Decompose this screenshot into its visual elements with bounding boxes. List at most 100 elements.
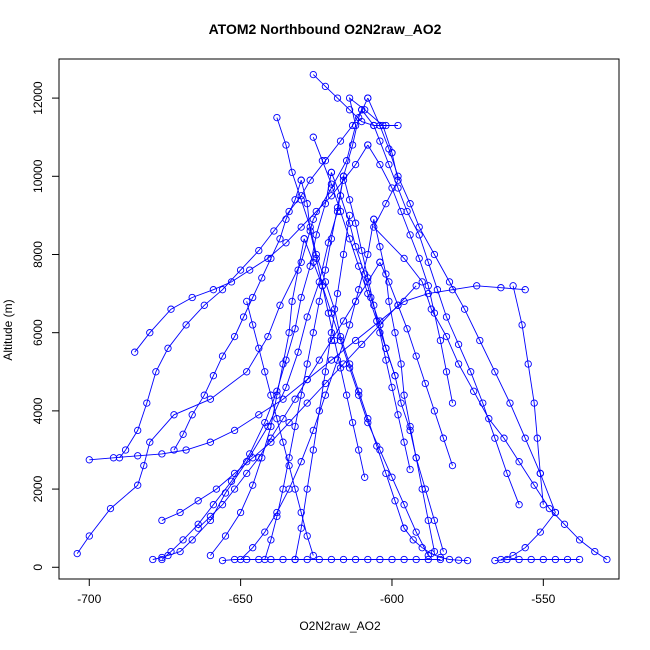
data-point bbox=[336, 332, 345, 341]
series-line bbox=[173, 180, 302, 451]
x-tick-label: -600 bbox=[380, 592, 404, 606]
data-point bbox=[285, 329, 293, 337]
data-point bbox=[376, 243, 384, 251]
data-point bbox=[436, 555, 445, 564]
data-point bbox=[321, 266, 330, 274]
data-point bbox=[397, 360, 405, 368]
data-point bbox=[176, 547, 184, 556]
data-point bbox=[424, 282, 432, 290]
data-point bbox=[345, 235, 354, 243]
data-point bbox=[397, 207, 405, 216]
data-point bbox=[339, 360, 348, 368]
data-point bbox=[294, 266, 302, 274]
data-point bbox=[315, 407, 323, 415]
data-point bbox=[321, 368, 330, 376]
data-point bbox=[297, 258, 305, 266]
data-point bbox=[306, 223, 314, 231]
data-point bbox=[575, 536, 584, 544]
profile-series bbox=[206, 235, 308, 560]
data-point bbox=[536, 469, 544, 478]
data-point bbox=[412, 555, 420, 564]
data-point bbox=[106, 504, 115, 513]
data-point bbox=[460, 305, 469, 313]
data-point bbox=[364, 141, 372, 149]
data-point bbox=[321, 82, 330, 91]
data-point bbox=[409, 536, 417, 544]
data-point bbox=[318, 157, 327, 165]
data-point bbox=[267, 391, 275, 399]
data-point bbox=[397, 399, 405, 407]
series-line bbox=[312, 137, 396, 376]
data-point bbox=[394, 172, 402, 180]
profile-series bbox=[218, 555, 445, 565]
data-point bbox=[400, 391, 408, 399]
data-point bbox=[327, 555, 336, 564]
data-point bbox=[358, 340, 366, 349]
data-point bbox=[194, 497, 202, 505]
profile-series bbox=[309, 70, 402, 130]
data-point bbox=[382, 200, 390, 208]
data-point bbox=[373, 317, 381, 325]
data-point bbox=[433, 286, 442, 294]
series-line bbox=[246, 301, 314, 556]
data-point bbox=[355, 262, 363, 270]
data-point bbox=[442, 368, 451, 376]
series-line bbox=[403, 527, 468, 562]
data-point bbox=[436, 336, 445, 345]
y-tick-label: 0 bbox=[31, 564, 45, 571]
chart-title: ATOM2 Northbound O2N2raw_AO2 bbox=[209, 21, 442, 37]
profile-series bbox=[376, 258, 457, 470]
data-point bbox=[358, 106, 366, 114]
data-point bbox=[297, 196, 305, 204]
data-point bbox=[388, 383, 396, 392]
data-point bbox=[412, 454, 420, 462]
data-point bbox=[327, 336, 336, 345]
data-point bbox=[348, 141, 357, 149]
series-line bbox=[276, 117, 405, 529]
data-point bbox=[121, 446, 130, 454]
data-point bbox=[333, 94, 342, 102]
data-point bbox=[448, 461, 457, 470]
data-point bbox=[188, 293, 196, 302]
data-point bbox=[530, 481, 538, 489]
profile-series bbox=[358, 106, 523, 509]
data-point bbox=[418, 544, 426, 552]
y-tick-label: 6000 bbox=[31, 319, 45, 346]
data-point bbox=[333, 289, 342, 298]
x-axis-label: O2N2raw_AO2 bbox=[299, 619, 381, 633]
data-point bbox=[297, 458, 305, 466]
data-point bbox=[255, 411, 263, 419]
data-point bbox=[261, 528, 269, 536]
data-point bbox=[243, 469, 251, 478]
data-point bbox=[312, 250, 320, 259]
series-line bbox=[367, 97, 556, 513]
data-point bbox=[406, 200, 414, 208]
data-point bbox=[521, 434, 529, 442]
data-point bbox=[279, 485, 287, 493]
data-point bbox=[324, 309, 333, 317]
series-line bbox=[367, 144, 453, 404]
data-point bbox=[364, 250, 372, 259]
data-point bbox=[424, 516, 432, 525]
x-tick-label: -650 bbox=[229, 592, 253, 606]
data-point bbox=[255, 344, 263, 352]
data-point bbox=[370, 223, 378, 231]
data-point bbox=[400, 555, 408, 564]
data-point bbox=[479, 399, 487, 407]
data-point bbox=[364, 289, 372, 298]
data-point bbox=[312, 231, 320, 239]
data-point bbox=[400, 501, 408, 509]
data-point bbox=[206, 395, 215, 403]
y-tick-label: 4000 bbox=[31, 397, 45, 424]
data-point bbox=[530, 399, 538, 407]
series-line bbox=[330, 172, 444, 552]
profile-series bbox=[243, 297, 317, 560]
data-point bbox=[339, 172, 348, 180]
data-point bbox=[545, 504, 554, 513]
profile-series bbox=[364, 94, 560, 517]
data-point bbox=[134, 426, 142, 435]
data-point bbox=[351, 160, 360, 169]
series-line bbox=[264, 176, 344, 560]
data-point bbox=[327, 235, 336, 243]
data-point bbox=[276, 235, 284, 243]
